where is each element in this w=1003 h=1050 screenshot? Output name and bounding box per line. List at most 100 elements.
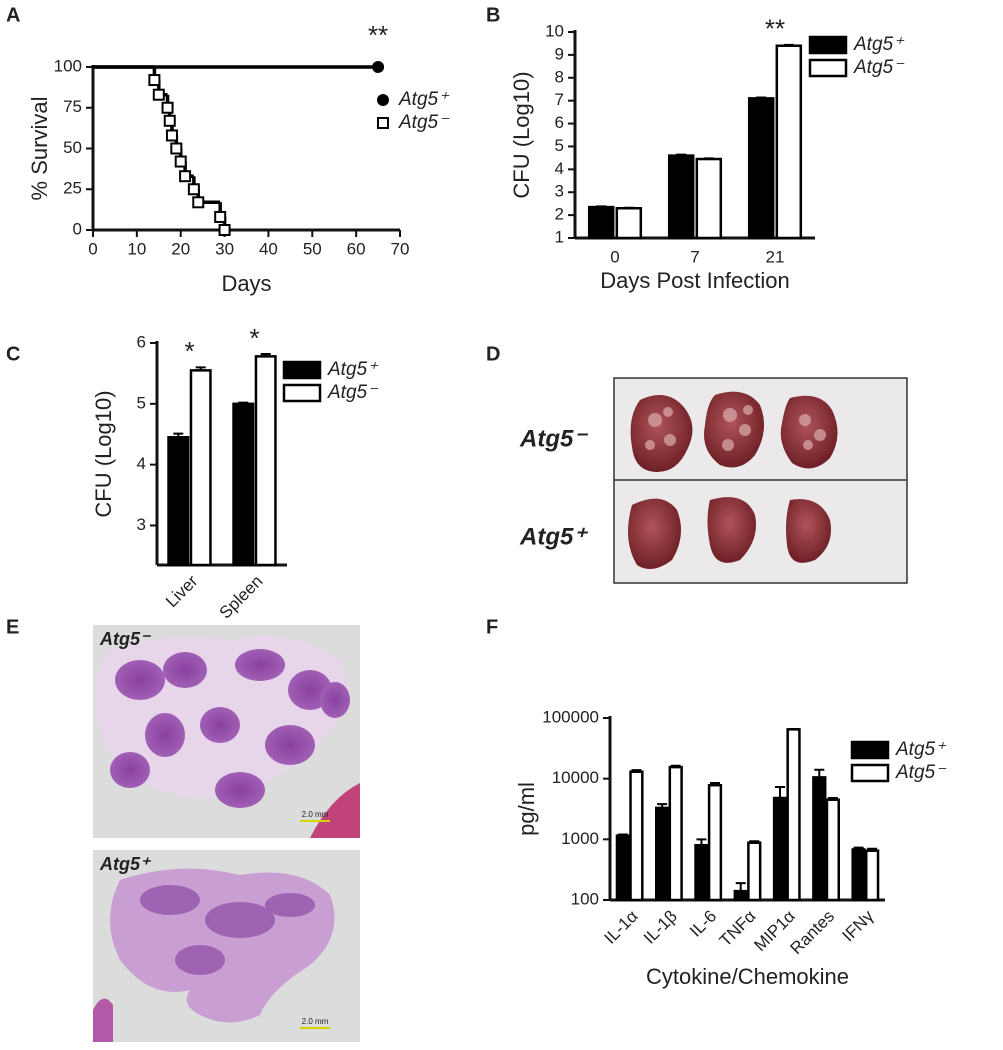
point bbox=[170, 142, 183, 155]
x-tick-label: IL-1α bbox=[601, 906, 642, 947]
x-tick-label: Rantes bbox=[787, 907, 839, 959]
y-axis-label: CFU (Log10) bbox=[509, 71, 534, 198]
legend-swatch bbox=[282, 360, 322, 380]
error-bar bbox=[709, 781, 720, 786]
point bbox=[192, 196, 205, 209]
legend-label: Atg5⁻ bbox=[853, 57, 905, 78]
legend-swatch bbox=[850, 763, 890, 783]
y-tick-label: 5 bbox=[137, 393, 146, 412]
error-bar bbox=[676, 153, 687, 156]
panel-letter: C bbox=[6, 343, 20, 365]
bar bbox=[587, 205, 615, 240]
panel-letter: D bbox=[486, 343, 500, 365]
legend-marker bbox=[377, 94, 389, 106]
y-tick-label: 100 bbox=[571, 889, 599, 908]
error-bar bbox=[775, 785, 786, 799]
point bbox=[152, 88, 165, 101]
error-bar bbox=[631, 769, 642, 772]
point bbox=[165, 129, 178, 142]
error-bar bbox=[173, 432, 184, 438]
y-tick-label: 10000 bbox=[552, 768, 599, 787]
x-tick-label: 50 bbox=[303, 239, 322, 258]
bar bbox=[775, 44, 803, 240]
legend-swatch bbox=[282, 383, 322, 403]
error-bar bbox=[696, 838, 707, 846]
y-tick-label: 1000 bbox=[561, 829, 599, 848]
x-tick-label: IL-6 bbox=[686, 907, 720, 941]
point bbox=[214, 210, 227, 223]
legend-swatch bbox=[850, 740, 890, 760]
point bbox=[372, 61, 385, 73]
error-bar bbox=[195, 366, 206, 371]
scale-bar-label: 2.0 mm bbox=[302, 810, 329, 819]
y-tick-label: 6 bbox=[555, 113, 564, 132]
error-bar bbox=[735, 882, 746, 892]
bar bbox=[615, 834, 631, 902]
y-tick-label: 10 bbox=[545, 21, 564, 40]
x-tick-label: 20 bbox=[171, 239, 190, 258]
annotation: * bbox=[249, 323, 259, 353]
error-bar bbox=[867, 847, 878, 851]
bar bbox=[747, 97, 775, 240]
error-bar bbox=[783, 43, 794, 46]
bar bbox=[695, 157, 723, 240]
y-tick-label: 4 bbox=[137, 454, 146, 473]
x-axis-label: Cytokine/Chemokine bbox=[646, 964, 849, 989]
y-axis-label: pg/ml bbox=[514, 782, 539, 836]
point bbox=[174, 155, 187, 168]
panel-letter: A bbox=[6, 4, 20, 26]
point bbox=[148, 74, 161, 87]
bar bbox=[667, 154, 695, 240]
panel-letter: B bbox=[486, 4, 500, 26]
legend-swatch bbox=[808, 35, 848, 55]
bar bbox=[189, 369, 212, 567]
scale-bar-label: 2.0 mm bbox=[302, 1017, 329, 1026]
x-tick-label: 21 bbox=[766, 247, 785, 266]
photo-label: Atg5⁺ bbox=[519, 523, 588, 550]
x-tick-label: 10 bbox=[127, 239, 146, 258]
error-bar bbox=[617, 833, 628, 836]
photo-label: Atg5⁻ bbox=[99, 629, 152, 649]
y-tick-label: 4 bbox=[555, 159, 564, 178]
legend-marker bbox=[377, 117, 389, 129]
y-tick-label: 0 bbox=[73, 219, 82, 238]
bar bbox=[707, 783, 723, 902]
error-bar bbox=[827, 797, 838, 800]
bar bbox=[232, 402, 255, 567]
bar bbox=[812, 776, 827, 902]
annotation: ** bbox=[765, 14, 785, 44]
y-tick-label: 25 bbox=[63, 179, 82, 198]
error-bar bbox=[260, 352, 271, 357]
legend-label: Atg5⁺ bbox=[853, 34, 905, 55]
bar bbox=[694, 843, 709, 902]
x-tick-label: IL-1β bbox=[640, 906, 681, 947]
y-tick-label: 9 bbox=[555, 44, 564, 63]
error-bar bbox=[853, 846, 864, 850]
point bbox=[218, 224, 231, 236]
bar bbox=[864, 849, 880, 902]
point bbox=[187, 183, 200, 196]
legend-label: Atg5⁻ bbox=[327, 382, 379, 403]
x-tick-label: IFNγ bbox=[839, 906, 878, 945]
y-tick-label: 3 bbox=[137, 515, 146, 534]
error-bar bbox=[756, 96, 767, 99]
x-tick-label: 40 bbox=[259, 239, 278, 258]
y-tick-label: 3 bbox=[555, 182, 564, 201]
bar bbox=[825, 798, 840, 902]
point bbox=[163, 114, 176, 127]
bar bbox=[629, 770, 644, 902]
bar bbox=[668, 765, 683, 902]
y-tick-label: 100000 bbox=[542, 707, 599, 726]
bar bbox=[772, 796, 788, 902]
bar bbox=[167, 436, 190, 567]
y-tick-label: 75 bbox=[63, 97, 82, 116]
bar bbox=[655, 806, 670, 902]
x-tick-label: 30 bbox=[215, 239, 234, 258]
legend-label: Atg5⁺ bbox=[398, 89, 450, 110]
error-bar bbox=[238, 401, 249, 404]
bar bbox=[747, 841, 762, 902]
legend-label: Atg5⁻ bbox=[895, 762, 947, 783]
x-tick-label: 0 bbox=[88, 239, 97, 258]
bar bbox=[733, 889, 748, 902]
x-tick-label: Liver bbox=[162, 571, 202, 611]
